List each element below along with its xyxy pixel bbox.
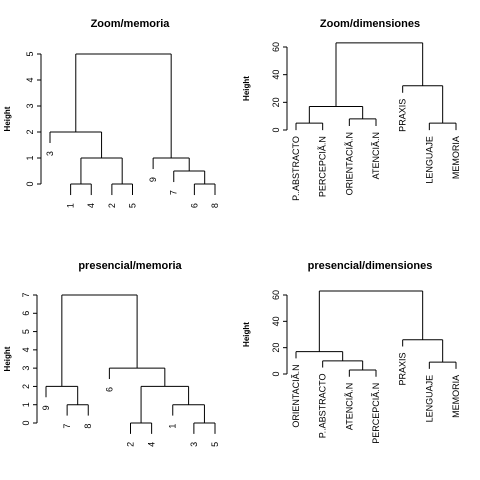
y-axis-label: Height xyxy=(3,106,12,131)
y-tick-label: 6 xyxy=(21,311,31,316)
leaf-label: LENGUAJE xyxy=(424,136,434,184)
leaf-label: 9 xyxy=(41,405,51,410)
y-tick-label: 60 xyxy=(271,42,281,52)
y-tick-label: 3 xyxy=(21,366,31,371)
y-tick-label: 1 xyxy=(25,155,35,160)
leaf-label: ORIENTACIÃ.N xyxy=(344,132,354,195)
y-tick-label: 20 xyxy=(271,97,281,107)
leaf-label: 2 xyxy=(107,203,117,208)
dendrogram-panel-2: Zoom/dimensiones Height 0 20 40 60 P..ABSTRACT… xyxy=(242,18,461,201)
leaf-label: 7 xyxy=(62,424,72,429)
leaf-label: 6 xyxy=(104,387,114,392)
y-tick-label: 0 xyxy=(271,371,281,376)
leaf-label: 4 xyxy=(86,203,96,208)
y-axis-label: Height xyxy=(242,322,251,347)
leaf-label: ORIENTACIÃ.N xyxy=(291,364,301,427)
leaf-label: ATENCIÃ.N xyxy=(344,383,354,430)
y-tick-label: 20 xyxy=(271,343,281,353)
leaf-label: 1 xyxy=(66,203,76,208)
y-axis-label: Height xyxy=(3,346,12,371)
leaf-label: 3 xyxy=(189,442,199,447)
leaf-label: 2 xyxy=(126,442,136,447)
y-tick-label: 2 xyxy=(21,384,31,389)
leaf-label: 1 xyxy=(168,424,178,429)
leaf-label: 3 xyxy=(45,151,55,156)
leaf-label: 4 xyxy=(147,442,157,447)
leaf-label: PERCEPCIÃ.N xyxy=(371,383,381,444)
leaf-label: PRAXIS xyxy=(398,99,408,132)
leaf-label: P..ABSTRACTO xyxy=(291,136,301,201)
leaf-label: 7 xyxy=(169,190,179,195)
y-tick-label: 5 xyxy=(21,329,31,334)
leaf-label: 8 xyxy=(83,424,93,429)
panel-title: Zoom/memoria xyxy=(91,18,171,30)
y-axis-label: Height xyxy=(242,76,251,101)
y-tick-label: 4 xyxy=(21,347,31,352)
y-tick-label: 4 xyxy=(25,77,35,82)
leaf-label: PERCEPCIÃ.N xyxy=(318,136,328,197)
y-tick-label: 5 xyxy=(25,51,35,56)
leaf-label: MEMORIA xyxy=(451,136,461,179)
y-tick-label: 7 xyxy=(21,292,31,297)
leaf-label: LENGUAJE xyxy=(424,375,434,423)
leaf-label: PRAXIS xyxy=(398,352,408,385)
panel-title: presencial/dimensiones xyxy=(308,260,433,272)
y-tick-label: 0 xyxy=(271,127,281,132)
dendrogram-panel-1: Zoom/memoria Height 0 1 2 3 4 5 3 1 4 2 5 9 7 6 8 xyxy=(3,18,220,208)
leaf-label: 8 xyxy=(210,203,220,208)
panel-title: presencial/memoria xyxy=(78,260,182,272)
leaf-label: 6 xyxy=(189,203,199,208)
y-tick-label: 60 xyxy=(271,290,281,300)
leaf-label: MEMORIA xyxy=(451,375,461,418)
y-tick-label: 0 xyxy=(25,181,35,186)
leaf-label: ATENCIÃ.N xyxy=(371,132,381,179)
y-tick-label: 3 xyxy=(25,103,35,108)
y-tick-label: 0 xyxy=(21,420,31,425)
leaf-label: 5 xyxy=(210,442,220,447)
leaf-label: P..ABSTRACTO xyxy=(318,374,328,439)
y-tick-label: 2 xyxy=(25,129,35,134)
dendrogram-panel-4: presencial/dimensiones Height 0 20 40 60 ORIEN… xyxy=(242,260,461,444)
y-tick-label: 40 xyxy=(271,316,281,326)
dendrogram-panel-3: presencial/memoria Height 0 1 2 3 4 5 6 7 9 7 8 6 2 4 1 3… xyxy=(3,260,220,447)
panel-title: Zoom/dimensiones xyxy=(320,18,420,30)
leaf-label: 9 xyxy=(148,177,158,182)
leaf-label: 5 xyxy=(128,203,138,208)
y-tick-label: 40 xyxy=(271,70,281,80)
y-tick-label: 1 xyxy=(21,402,31,407)
